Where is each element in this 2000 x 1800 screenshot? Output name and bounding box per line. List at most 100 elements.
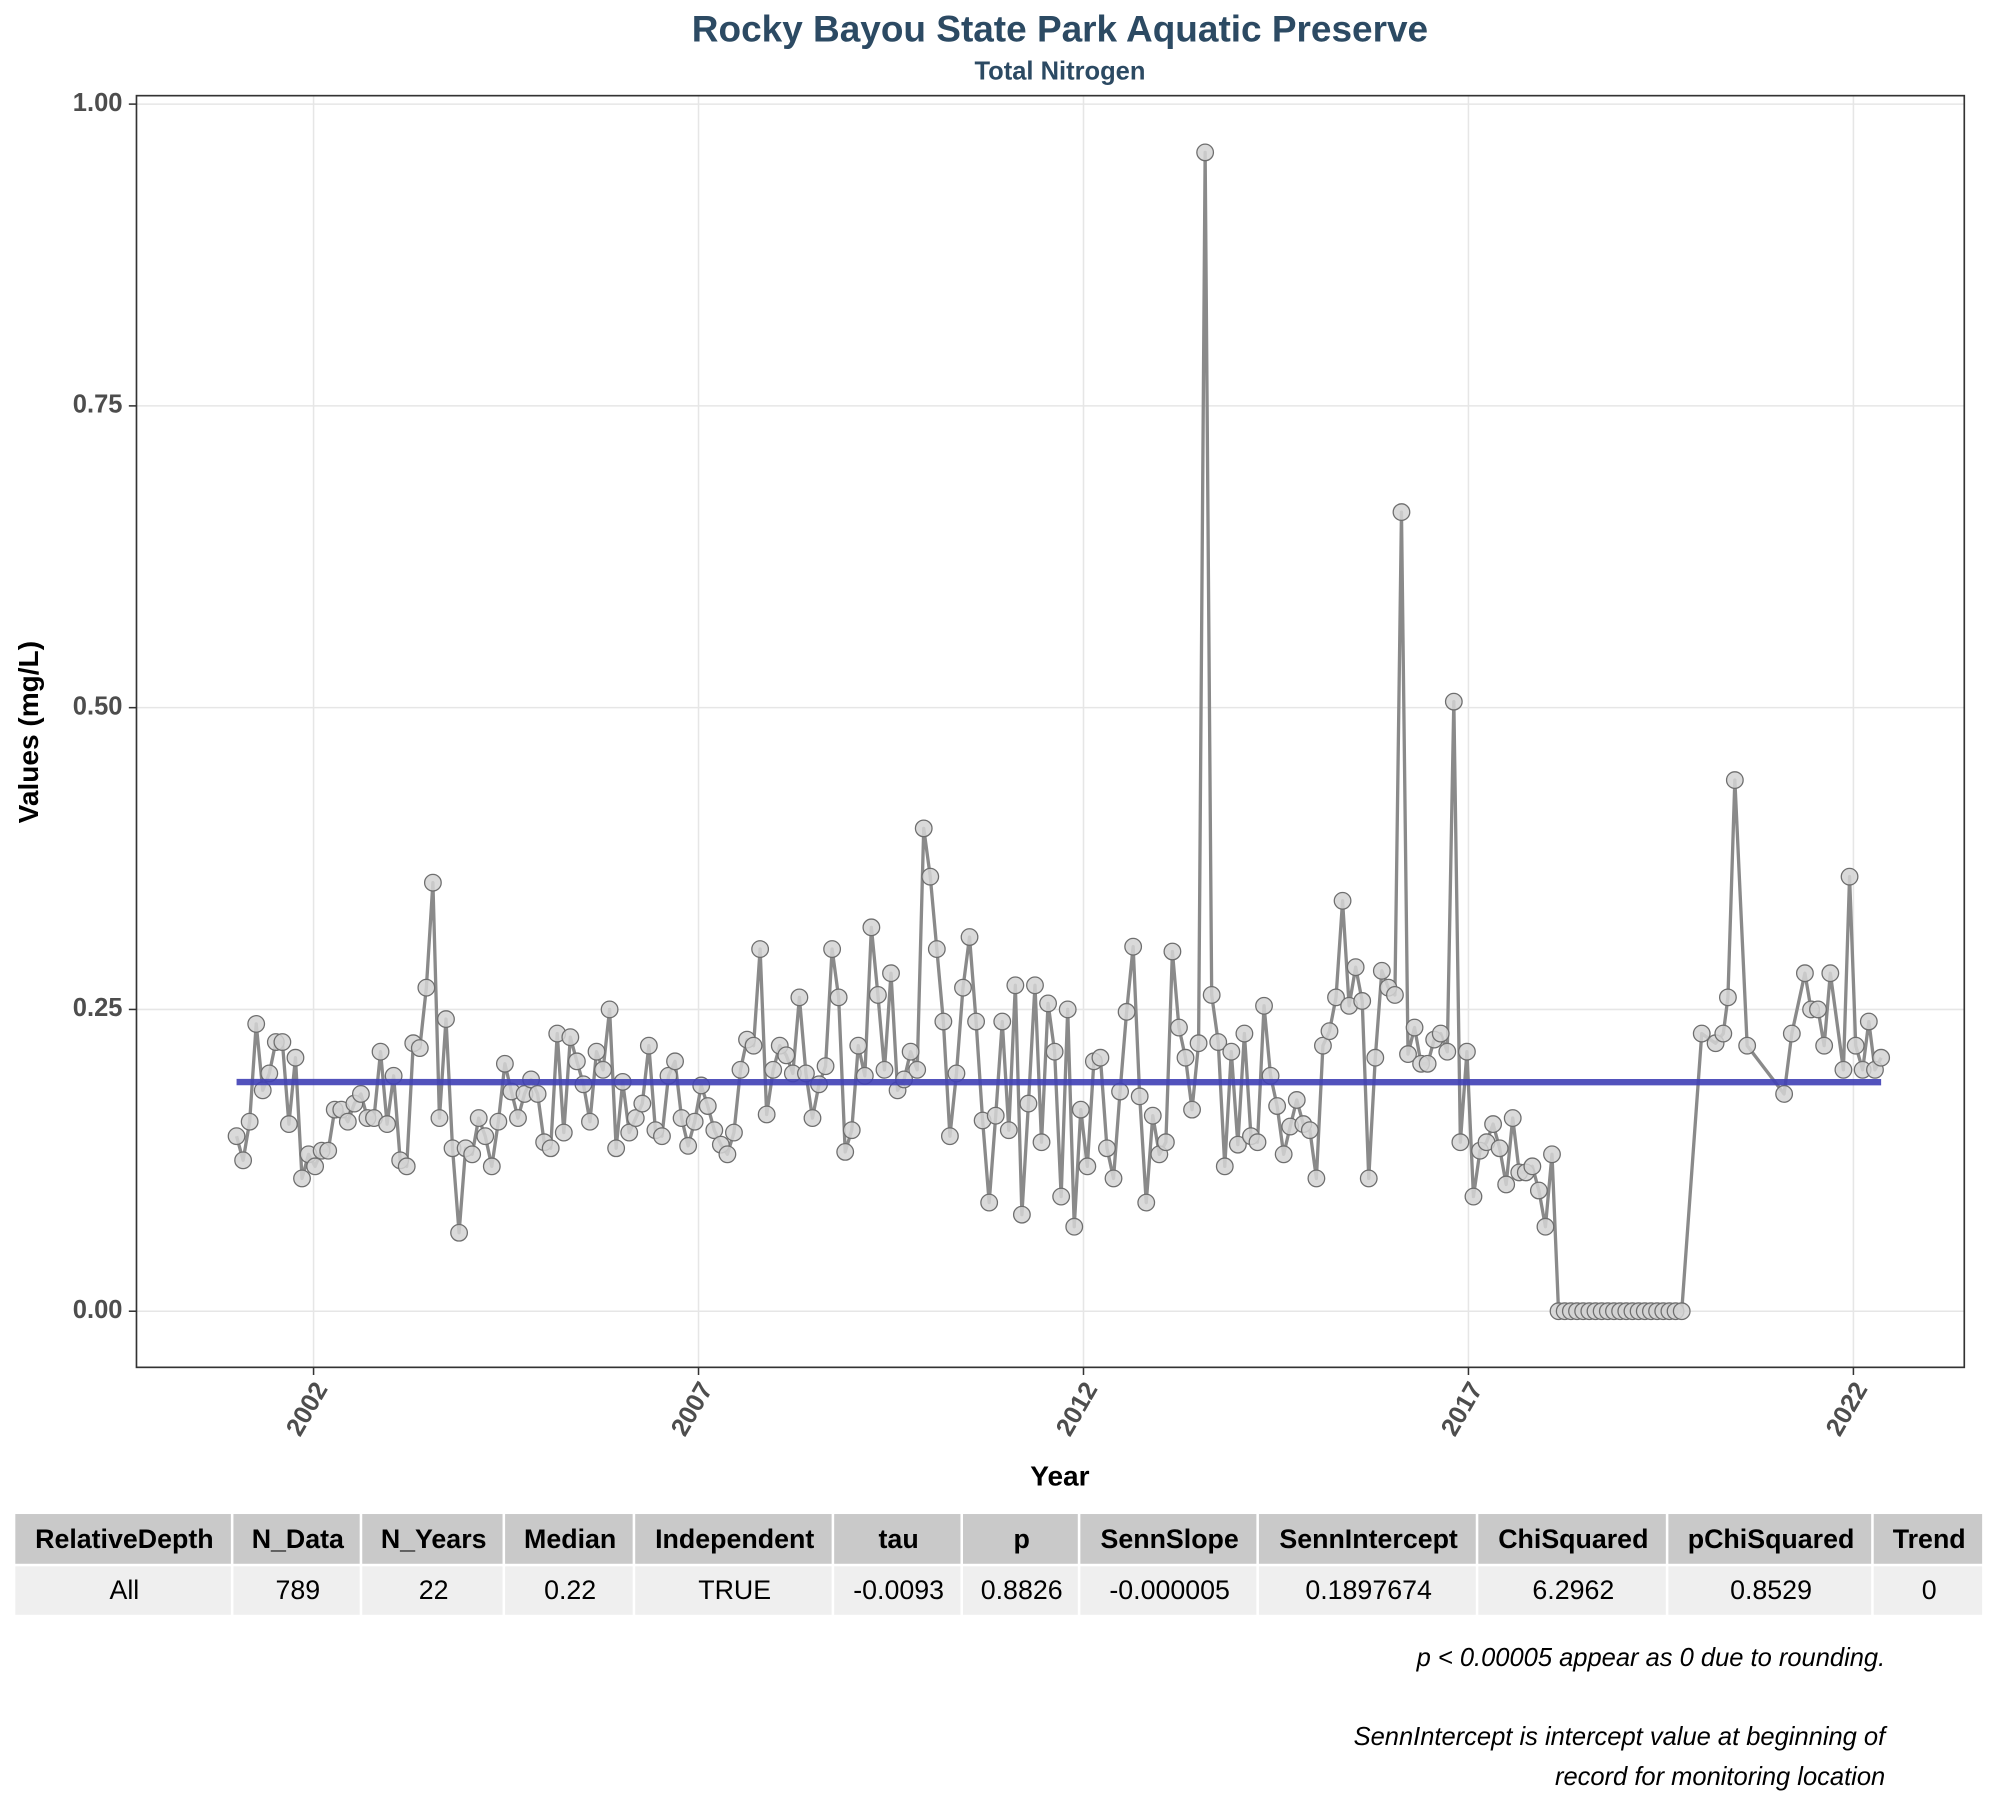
data-point — [757, 1105, 776, 1124]
data-point — [1872, 1048, 1891, 1067]
table-cell — [362, 1566, 503, 1615]
data-point — [908, 1060, 927, 1079]
data-point — [1536, 1217, 1555, 1236]
header-text: SennIntercept — [1279, 1524, 1458, 1554]
footnote: SennIntercept is intercept value at begi… — [1354, 1723, 1889, 1751]
data-point — [914, 819, 933, 838]
data-point — [803, 1109, 822, 1128]
data-point — [934, 1012, 953, 1031]
y-tick-label: 0.50 — [73, 692, 123, 720]
data-point — [1058, 1000, 1077, 1019]
data-point — [554, 1123, 573, 1142]
y-tick-label: 0.25 — [73, 994, 123, 1022]
data-point — [1846, 1036, 1865, 1055]
data-point — [1821, 964, 1840, 983]
data-point — [725, 1123, 743, 1142]
data-point — [875, 1060, 894, 1079]
data-point — [698, 1097, 717, 1115]
data-point — [247, 1014, 266, 1033]
data-point — [1255, 996, 1273, 1015]
data-point — [1718, 988, 1737, 1007]
data-point — [980, 1193, 999, 1212]
data-point — [1399, 1045, 1417, 1064]
table-cell — [233, 1566, 360, 1615]
data-point — [607, 1139, 626, 1158]
cell-text: 0.22 — [544, 1575, 596, 1605]
data-point — [639, 1036, 658, 1055]
data-point — [836, 1142, 855, 1161]
data-point — [1196, 143, 1215, 162]
data-point — [1078, 1157, 1097, 1176]
data-point — [1170, 1018, 1188, 1037]
data-point — [1209, 1033, 1228, 1051]
data-point — [1235, 1024, 1254, 1043]
cell-text: All — [109, 1575, 139, 1605]
data-point — [1775, 1085, 1794, 1103]
data-point — [1143, 1106, 1162, 1125]
data-point — [410, 1039, 429, 1057]
data-point — [1124, 937, 1143, 956]
data-point — [829, 988, 848, 1007]
data-point — [1692, 1024, 1711, 1043]
data-point — [1405, 1018, 1424, 1037]
data-point — [1117, 1002, 1136, 1021]
data-point — [1457, 1042, 1476, 1061]
cell-text: -0.0093 — [853, 1575, 944, 1605]
data-point — [777, 1046, 796, 1065]
data-point — [1071, 1100, 1090, 1119]
header-text: Independent — [655, 1524, 814, 1554]
header-cell — [505, 1514, 633, 1564]
data-point — [1032, 1133, 1051, 1152]
data-point — [1039, 994, 1058, 1013]
header-text: Median — [524, 1524, 616, 1554]
data-point — [430, 1109, 449, 1128]
data-point — [469, 1109, 488, 1128]
cell-text: 0.1897674 — [1305, 1575, 1432, 1605]
table-cell — [505, 1566, 633, 1615]
y-tick-label: 1.00 — [73, 89, 123, 117]
data-point — [653, 1127, 671, 1146]
data-point — [1834, 1060, 1853, 1079]
data-point — [417, 978, 436, 997]
data-point — [378, 1115, 397, 1134]
data-point — [1091, 1048, 1110, 1067]
data-point — [1052, 1187, 1071, 1206]
data-point — [1815, 1036, 1834, 1055]
data-point — [1156, 1133, 1175, 1152]
data-point — [1248, 1133, 1267, 1152]
data-point — [423, 873, 442, 892]
data-point — [927, 940, 946, 959]
header-text: SennSlope — [1100, 1524, 1238, 1554]
cell-text: 789 — [275, 1575, 320, 1605]
header-cell — [362, 1514, 503, 1564]
data-point — [1012, 1205, 1031, 1224]
data-point — [351, 1085, 370, 1103]
footnote: p < 0.00005 appear as 0 due to rounding. — [1416, 1644, 1886, 1672]
data-point — [1098, 1139, 1116, 1158]
table-cell — [1080, 1566, 1257, 1615]
data-point — [993, 1012, 1012, 1031]
data-point — [1346, 958, 1365, 977]
data-point — [1104, 1169, 1123, 1188]
data-point — [1490, 1139, 1509, 1158]
cell-text: 6.2962 — [1532, 1575, 1614, 1605]
data-point — [718, 1145, 737, 1164]
data-point — [986, 1106, 1005, 1125]
data-point — [489, 1112, 508, 1131]
data-point — [1523, 1157, 1542, 1176]
data-point — [1859, 1012, 1878, 1031]
data-point — [1111, 1082, 1129, 1101]
data-point — [587, 1042, 606, 1061]
y-tick-label: 0.00 — [73, 1296, 123, 1324]
data-point — [1738, 1036, 1757, 1055]
data-point — [679, 1136, 698, 1155]
header-text: ChiSquared — [1498, 1524, 1648, 1554]
data-point — [1431, 1024, 1450, 1043]
data-point — [1385, 986, 1404, 1004]
data-point — [1026, 976, 1044, 995]
data-point — [1782, 1024, 1801, 1043]
data-point — [790, 988, 809, 1007]
data-point — [482, 1157, 501, 1176]
data-point — [371, 1042, 390, 1061]
